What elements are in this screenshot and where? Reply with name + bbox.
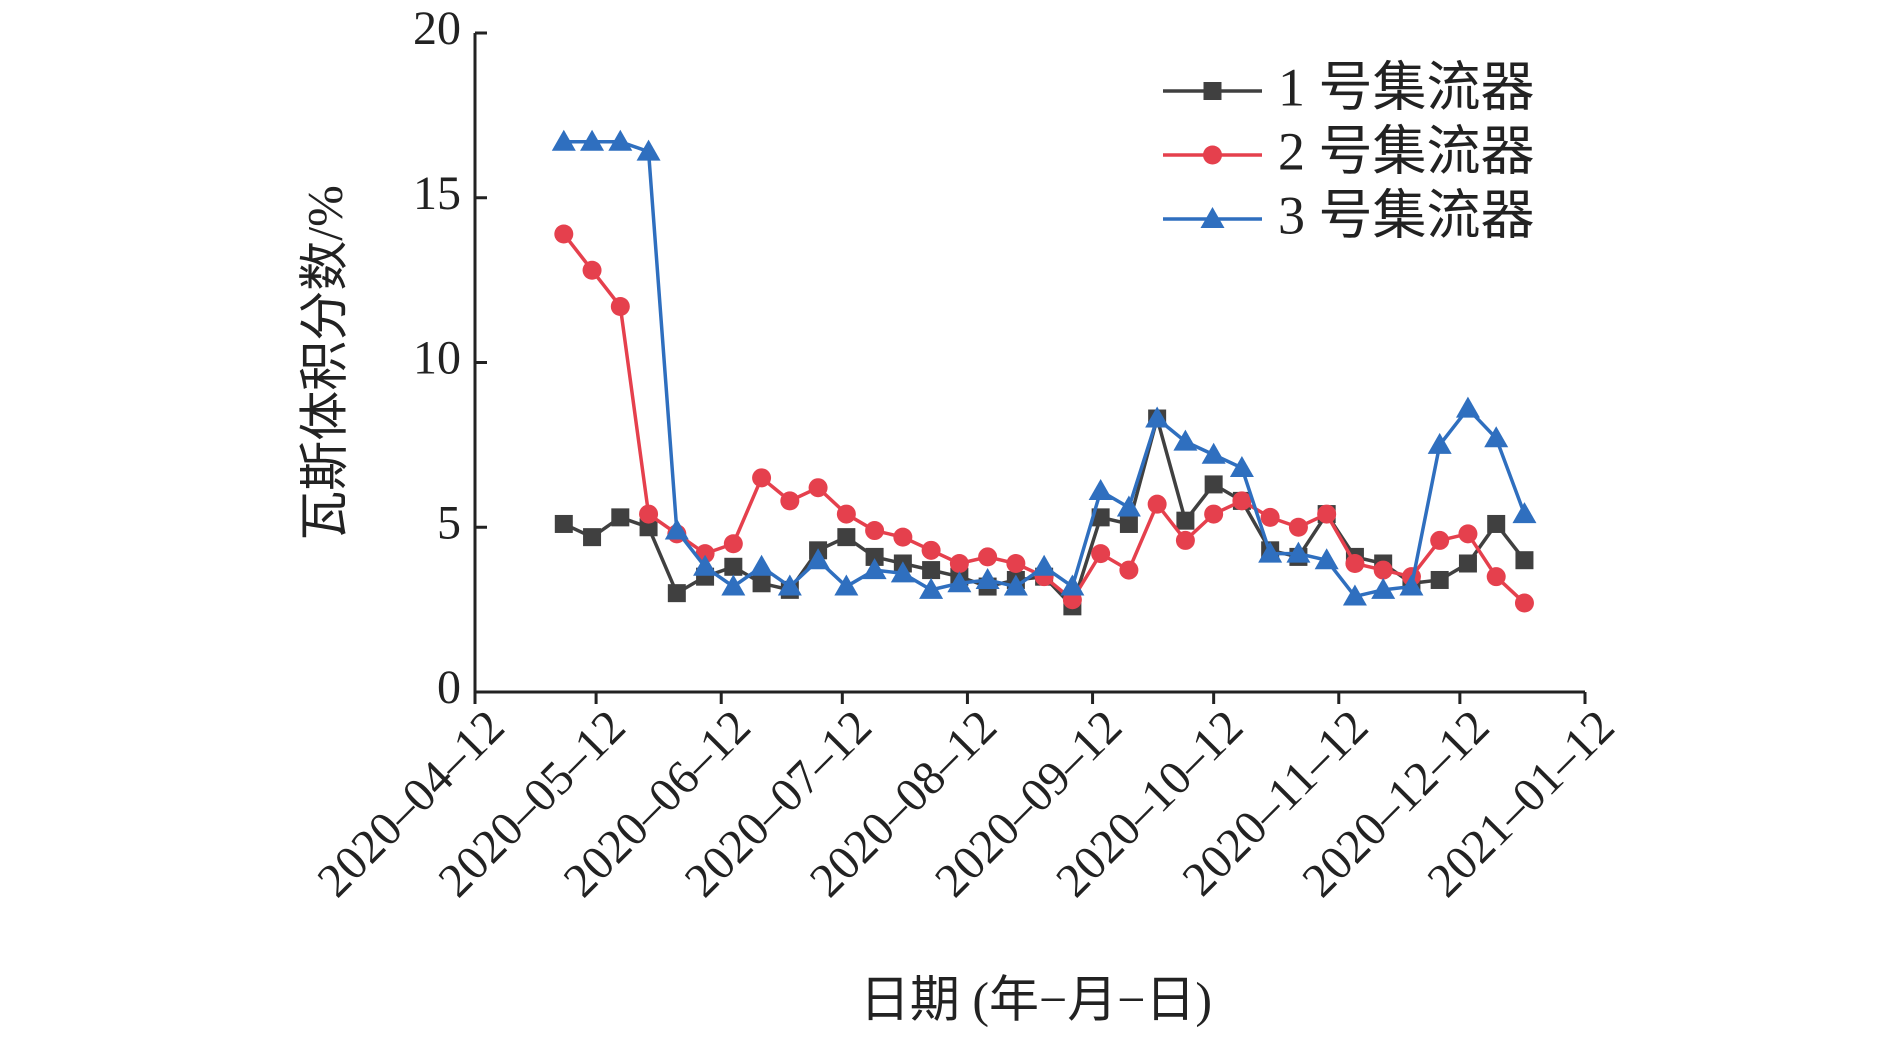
marker	[611, 508, 630, 527]
marker	[921, 540, 941, 560]
marker	[1515, 551, 1534, 570]
marker	[1373, 560, 1393, 580]
legend-marker	[1203, 145, 1222, 165]
marker	[865, 547, 884, 566]
marker	[1204, 475, 1223, 494]
marker	[1091, 508, 1110, 527]
marker	[1458, 554, 1477, 573]
marker	[949, 553, 969, 573]
marker	[752, 574, 771, 593]
y-tick-label: 5	[437, 496, 461, 549]
marker	[1032, 554, 1057, 576]
marker	[1204, 504, 1224, 524]
marker	[978, 547, 998, 567]
marker	[1088, 479, 1113, 501]
marker	[1399, 574, 1424, 596]
marker	[1317, 504, 1337, 524]
marker	[1342, 584, 1367, 606]
marker	[1455, 396, 1480, 418]
marker	[667, 584, 686, 603]
marker	[947, 571, 972, 593]
marker	[1430, 530, 1450, 550]
y-tick-label: 15	[413, 167, 461, 220]
marker	[554, 514, 573, 533]
marker	[777, 574, 802, 596]
x-axis-title: 日期 (年−月−日)	[860, 971, 1212, 1027]
marker	[1175, 530, 1195, 550]
marker	[1458, 524, 1478, 544]
marker	[1314, 548, 1339, 570]
y-axis-title: 瓦斯体积分数/%	[296, 185, 352, 541]
marker	[836, 504, 856, 524]
marker	[1201, 442, 1226, 464]
marker	[1345, 553, 1365, 573]
marker	[975, 567, 1000, 589]
marker	[1060, 574, 1085, 596]
marker	[1486, 567, 1506, 587]
marker	[554, 224, 574, 244]
marker	[639, 518, 658, 537]
y-tick-label: 20	[413, 2, 461, 55]
marker	[664, 518, 689, 540]
marker	[1232, 491, 1252, 511]
marker	[639, 504, 659, 524]
marker	[721, 574, 746, 596]
marker	[752, 468, 772, 488]
marker	[808, 478, 828, 498]
marker	[1288, 517, 1308, 537]
marker	[749, 554, 774, 576]
marker	[723, 534, 743, 554]
y-tick-label: 10	[413, 332, 461, 385]
marker	[1003, 574, 1028, 596]
marker	[1371, 577, 1396, 599]
marker	[1286, 541, 1311, 563]
marker	[1147, 494, 1167, 514]
marker	[1006, 553, 1026, 573]
marker	[1176, 511, 1195, 530]
marker	[1427, 432, 1452, 454]
marker	[1119, 514, 1138, 533]
marker	[922, 561, 941, 580]
marker	[1173, 429, 1198, 451]
marker	[724, 557, 743, 576]
marker	[837, 528, 856, 547]
marker	[893, 527, 913, 547]
marker	[610, 296, 630, 316]
marker	[582, 260, 602, 280]
marker	[806, 548, 831, 570]
marker	[693, 554, 718, 576]
marker	[919, 577, 944, 599]
legend-label: 2 号集流器	[1278, 121, 1535, 181]
marker	[890, 561, 915, 583]
marker	[1116, 495, 1141, 517]
marker	[862, 558, 887, 580]
legend-marker	[1203, 82, 1222, 100]
marker	[1260, 507, 1280, 527]
marker	[1430, 570, 1449, 589]
marker	[1229, 455, 1254, 477]
marker	[1484, 426, 1509, 448]
marker	[834, 574, 859, 596]
marker	[1487, 514, 1506, 533]
marker	[1512, 502, 1537, 524]
marker	[780, 491, 800, 511]
legend-label: 3 号集流器	[1278, 185, 1535, 245]
marker	[636, 139, 661, 161]
marker	[608, 129, 633, 151]
legend-label: 1 号集流器	[1278, 57, 1535, 117]
marker	[551, 129, 576, 151]
marker	[1091, 544, 1111, 564]
marker	[1145, 406, 1170, 428]
legend-marker	[1200, 207, 1225, 228]
marker	[580, 129, 605, 151]
y-tick-label: 0	[437, 661, 461, 714]
marker	[1258, 541, 1283, 563]
marker	[1514, 593, 1534, 613]
marker	[1119, 560, 1139, 580]
marker	[865, 521, 885, 541]
marker	[583, 528, 602, 547]
